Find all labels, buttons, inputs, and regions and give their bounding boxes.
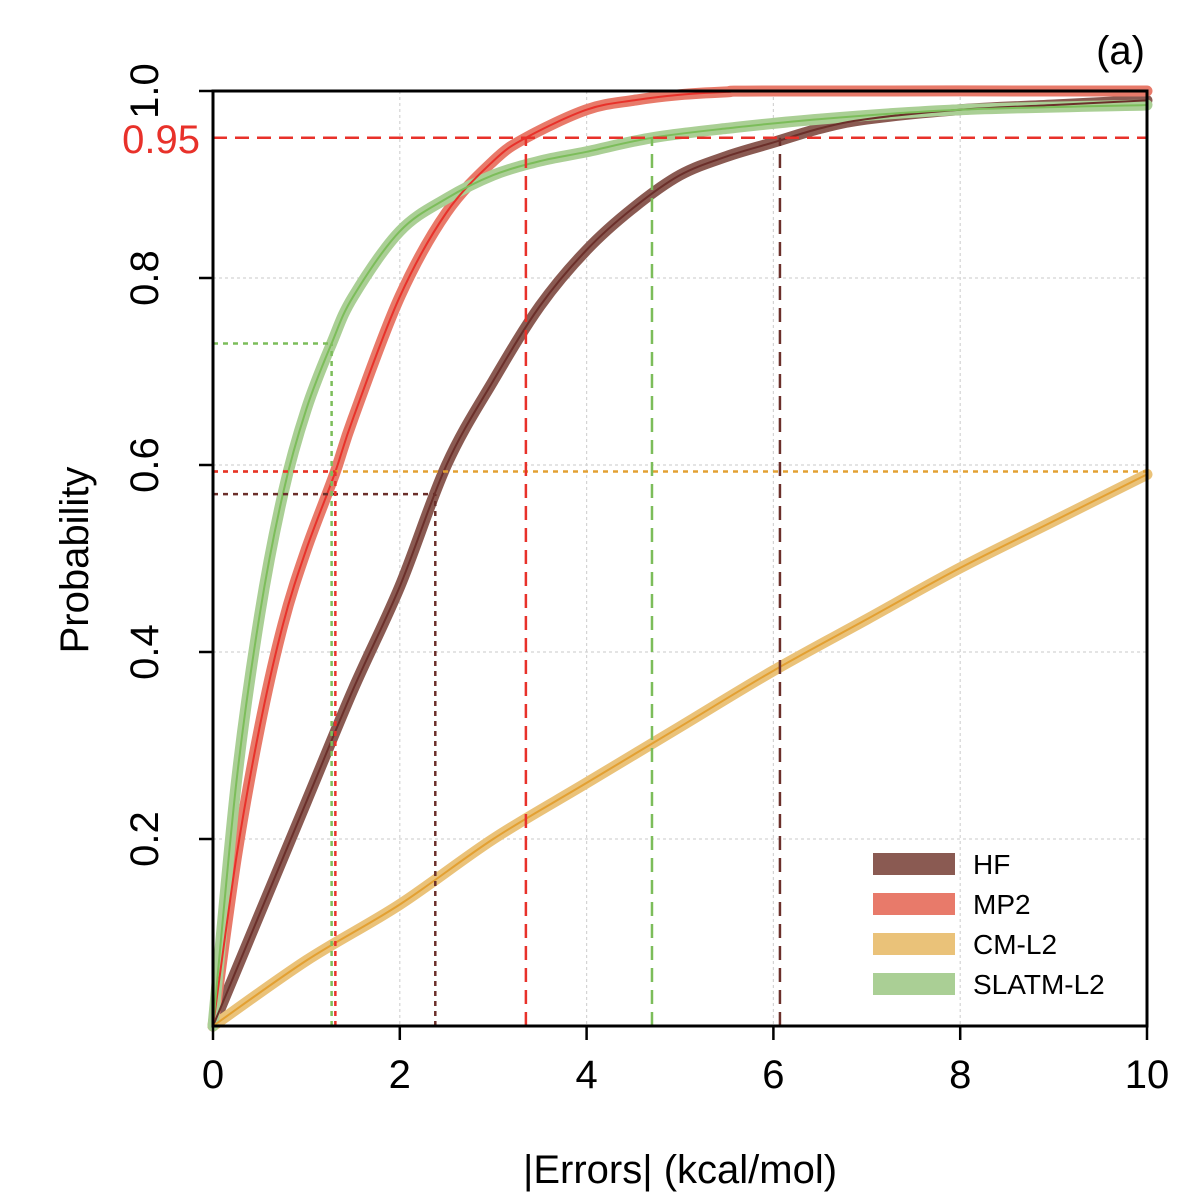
series-line-cm-l2 [212,473,1148,1027]
series-line-mp2 [212,89,1148,1027]
x-tick-label: 8 [949,1053,971,1097]
x-tick-label: 0 [202,1053,224,1097]
reference-lines [213,136,1147,1026]
y-tick-label: 0.4 [123,624,167,680]
threshold-label: 0.95 [122,118,200,162]
legend-swatch-cm-l2 [873,933,955,955]
legend-label-mp2: MP2 [973,889,1031,920]
legend-swatch-hf [873,853,955,875]
legend-swatch-slatm-l2 [873,973,955,995]
series-lines [212,89,1148,1027]
x-tick-label: 6 [762,1053,784,1097]
y-axis-title: Probability [53,467,97,654]
y-tick-label: 0.8 [123,250,167,306]
x-tick-label: 4 [575,1053,597,1097]
legend-label-slatm-l2: SLATM-L2 [973,969,1105,1000]
series-line-slatm-l2 [212,104,1148,1027]
y-tick-label: 1.0 [123,63,167,119]
legend-label-hf: HF [973,849,1010,880]
y-tick-label: 0.2 [123,811,167,867]
grid [213,91,1147,1026]
legend-swatch-mp2 [873,893,955,915]
series-band-hf [207,94,1153,1032]
legend: HF MP2 CM-L2 SLATM-L2 [873,849,1105,1000]
series-band-slatm-l2 [207,99,1153,1032]
x-axis-title: |Errors| (kcal/mol) [523,1148,837,1192]
axes: 0 2 4 6 8 10 0.2 0.4 0.6 0.8 1.0 [123,63,1169,1097]
panel-label: (a) [1096,29,1145,73]
legend-label-cm-l2: CM-L2 [973,929,1057,960]
series-bands [207,85,1153,1032]
series-line-hf [212,99,1148,1027]
plot-frame [211,89,1149,1028]
y-tick-label: 0.6 [123,437,167,493]
series-band-mp2 [207,85,1153,1032]
x-tick-label: 10 [1125,1053,1170,1097]
x-tick-label: 2 [389,1053,411,1097]
